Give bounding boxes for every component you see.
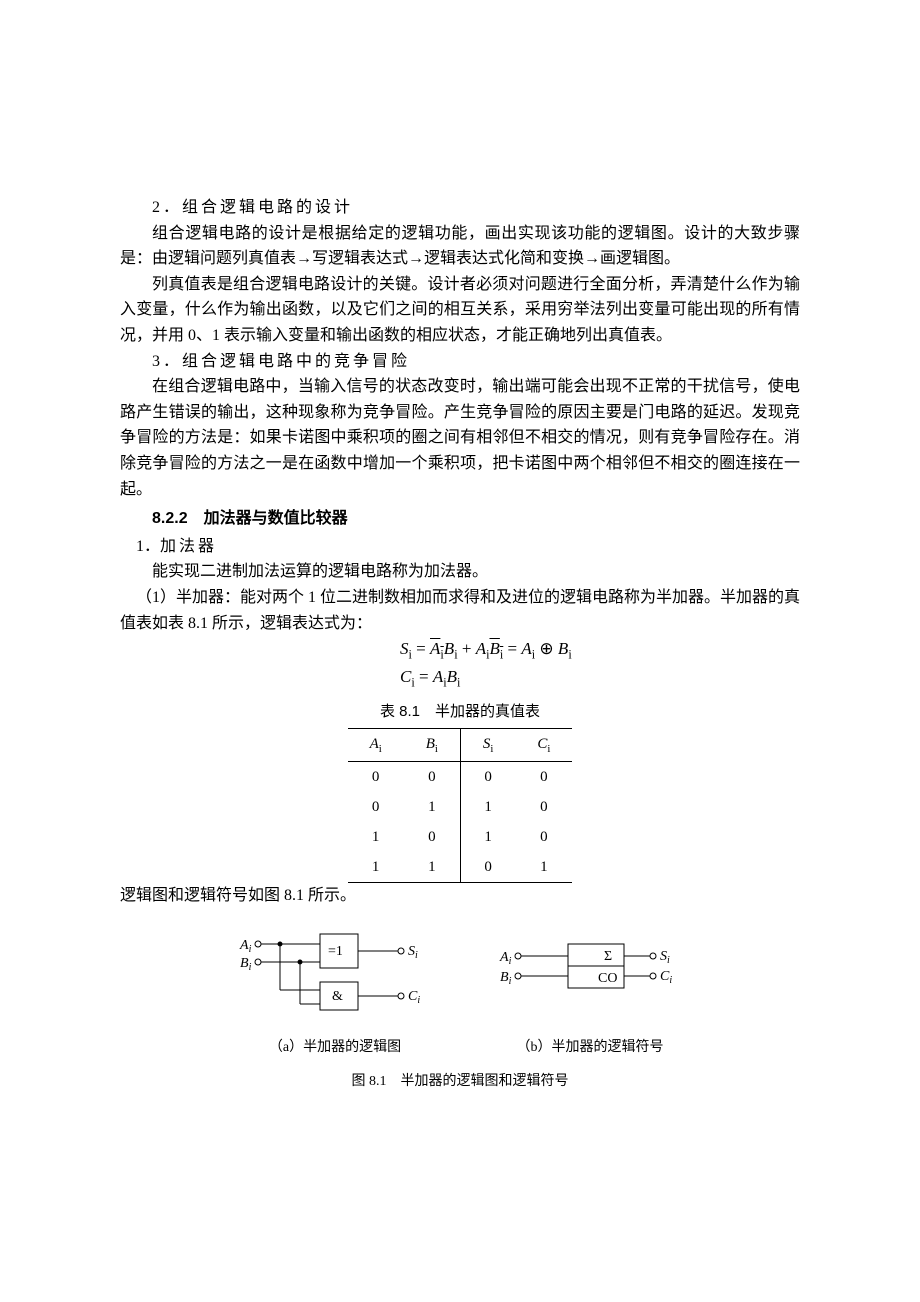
- f-A2: A: [476, 639, 486, 658]
- table-caption: 表 8.1 半加器的真值表: [120, 700, 800, 724]
- f-sub10: i: [457, 675, 460, 689]
- figure-a-caption: （a）半加器的逻辑图: [230, 1037, 440, 1059]
- figure-a: Ai Bi =1 & Si Ci （a）半加器的逻辑图: [230, 922, 440, 1059]
- cell: 1: [404, 852, 461, 883]
- para-5: （1）半加器：能对两个 1 位二进制数相加而求得和及进位的逻辑电路称为半加器。半…: [120, 585, 800, 636]
- svg-text:Bi: Bi: [500, 970, 512, 987]
- table-row: 0 0 0 0: [348, 761, 573, 792]
- para-6: 逻辑图和逻辑符号如图 8.1 所示。: [120, 883, 800, 909]
- para-1: 组合逻辑电路的设计是根据给定的逻辑功能，画出实现该功能的逻辑图。设计的大致步骤是…: [120, 221, 800, 272]
- figure-b-caption: （b）半加器的逻辑符号: [490, 1037, 690, 1059]
- table-row: 1 1 0 1: [348, 852, 573, 883]
- co-label: CO: [598, 971, 617, 986]
- svg-text:Ci: Ci: [660, 969, 672, 986]
- cell: 0: [460, 852, 515, 883]
- table-header-row: Ai Bi Si Ci: [348, 728, 573, 761]
- table-row: 1 0 1 0: [348, 822, 573, 852]
- cell: 0: [348, 792, 404, 822]
- cell: 0: [404, 761, 461, 792]
- figure-main-caption: 图 8.1 半加器的逻辑图和逻辑符号: [120, 1071, 800, 1093]
- th-S: Si: [460, 728, 515, 761]
- f-B4: B: [447, 667, 457, 686]
- heading-2: 2．组合逻辑电路的设计: [120, 195, 800, 221]
- para-2: 列真值表是组合逻辑电路设计的关键。设计者必须对问题进行全面分析，弄清楚什么作为输…: [120, 272, 800, 349]
- formula-block: Si = AiBi + AiBi = Ai ⊕ Bi Ci = AiBi: [400, 636, 800, 691]
- sec2-title: 组合逻辑电路的设计: [182, 199, 353, 216]
- f-sub5: i: [500, 647, 503, 661]
- f-B3: B: [558, 639, 568, 658]
- svg-text:Ci: Ci: [408, 989, 420, 1006]
- adder-num: 1．: [136, 538, 160, 555]
- and-gate-label: &: [332, 989, 343, 1004]
- f-sub3: i: [454, 647, 457, 661]
- f-xor: ⊕: [539, 639, 553, 658]
- f-A4: A: [433, 667, 443, 686]
- half-adder-logic-diagram: Ai Bi =1 & Si Ci: [230, 922, 440, 1022]
- th-A: Ai: [348, 728, 404, 761]
- cell: 0: [515, 822, 572, 852]
- cell: 1: [515, 852, 572, 883]
- cell: 1: [348, 852, 404, 883]
- f-sub: i: [409, 647, 412, 661]
- f-sub8: i: [411, 675, 414, 689]
- svg-text:Bi: Bi: [240, 956, 252, 973]
- f-Abar: A: [430, 639, 440, 658]
- heading-3: 3．组合逻辑电路中的竞争冒险: [120, 349, 800, 375]
- para-3: 在组合逻辑电路中，当输入信号的状态改变时，输出端可能会出现不正常的干扰信号，使电…: [120, 374, 800, 502]
- figure-row: Ai Bi =1 & Si Ci （a）半加器的逻辑图: [120, 922, 800, 1059]
- para-4: 能实现二进制加法运算的逻辑电路称为加法器。: [120, 559, 800, 585]
- cell: 1: [404, 792, 461, 822]
- sec3-num: 3．: [152, 353, 182, 370]
- sigma-label: Σ: [604, 949, 612, 964]
- subhead-822: 8.2.2 加法器与数值比较器: [152, 506, 800, 532]
- half-adder-symbol: Ai Bi Σ CO Si Ci: [490, 922, 690, 1022]
- svg-text:Si: Si: [660, 949, 670, 966]
- table-row: 0 1 1 0: [348, 792, 573, 822]
- cell: 1: [460, 792, 515, 822]
- f-Bbar: B: [489, 639, 499, 658]
- cell: 0: [515, 792, 572, 822]
- cell: 0: [348, 761, 404, 792]
- th-B: Bi: [404, 728, 461, 761]
- f-sub6: i: [532, 647, 535, 661]
- adder-title: 加法器: [160, 538, 217, 555]
- sec2-num: 2．: [152, 199, 182, 216]
- heading-1-adder: 1．加法器: [120, 534, 800, 560]
- cell: 0: [404, 822, 461, 852]
- figure-b: Ai Bi Σ CO Si Ci （b）半加器的逻辑符号: [490, 922, 690, 1059]
- cell: 0: [515, 761, 572, 792]
- formula-line-1: Si = AiBi + AiBi = Ai ⊕ Bi: [400, 636, 800, 664]
- cell: 1: [460, 822, 515, 852]
- th-C: Ci: [515, 728, 572, 761]
- page: 2．组合逻辑电路的设计 组合逻辑电路的设计是根据给定的逻辑功能，画出实现该功能的…: [0, 0, 920, 1302]
- f-sub7: i: [568, 647, 571, 661]
- formula-line-2: Ci = AiBi: [400, 664, 800, 692]
- f-A3: A: [521, 639, 531, 658]
- svg-text:Ai: Ai: [239, 938, 252, 955]
- sec3-title: 组合逻辑电路中的竞争冒险: [182, 353, 410, 370]
- table-body: 0 0 0 0 0 1 1 0 1 0 1 0 1 1 0 1: [348, 761, 573, 882]
- f-S: S: [400, 639, 409, 658]
- cell: 0: [460, 761, 515, 792]
- f-B1: B: [444, 639, 454, 658]
- svg-text:Ai: Ai: [499, 950, 512, 967]
- xor-gate-label: =1: [328, 944, 343, 959]
- truth-table: Ai Bi Si Ci 0 0 0 0 0 1 1 0 1 0 1: [348, 728, 573, 883]
- svg-text:Si: Si: [408, 944, 418, 961]
- cell: 1: [348, 822, 404, 852]
- f-C: C: [400, 667, 411, 686]
